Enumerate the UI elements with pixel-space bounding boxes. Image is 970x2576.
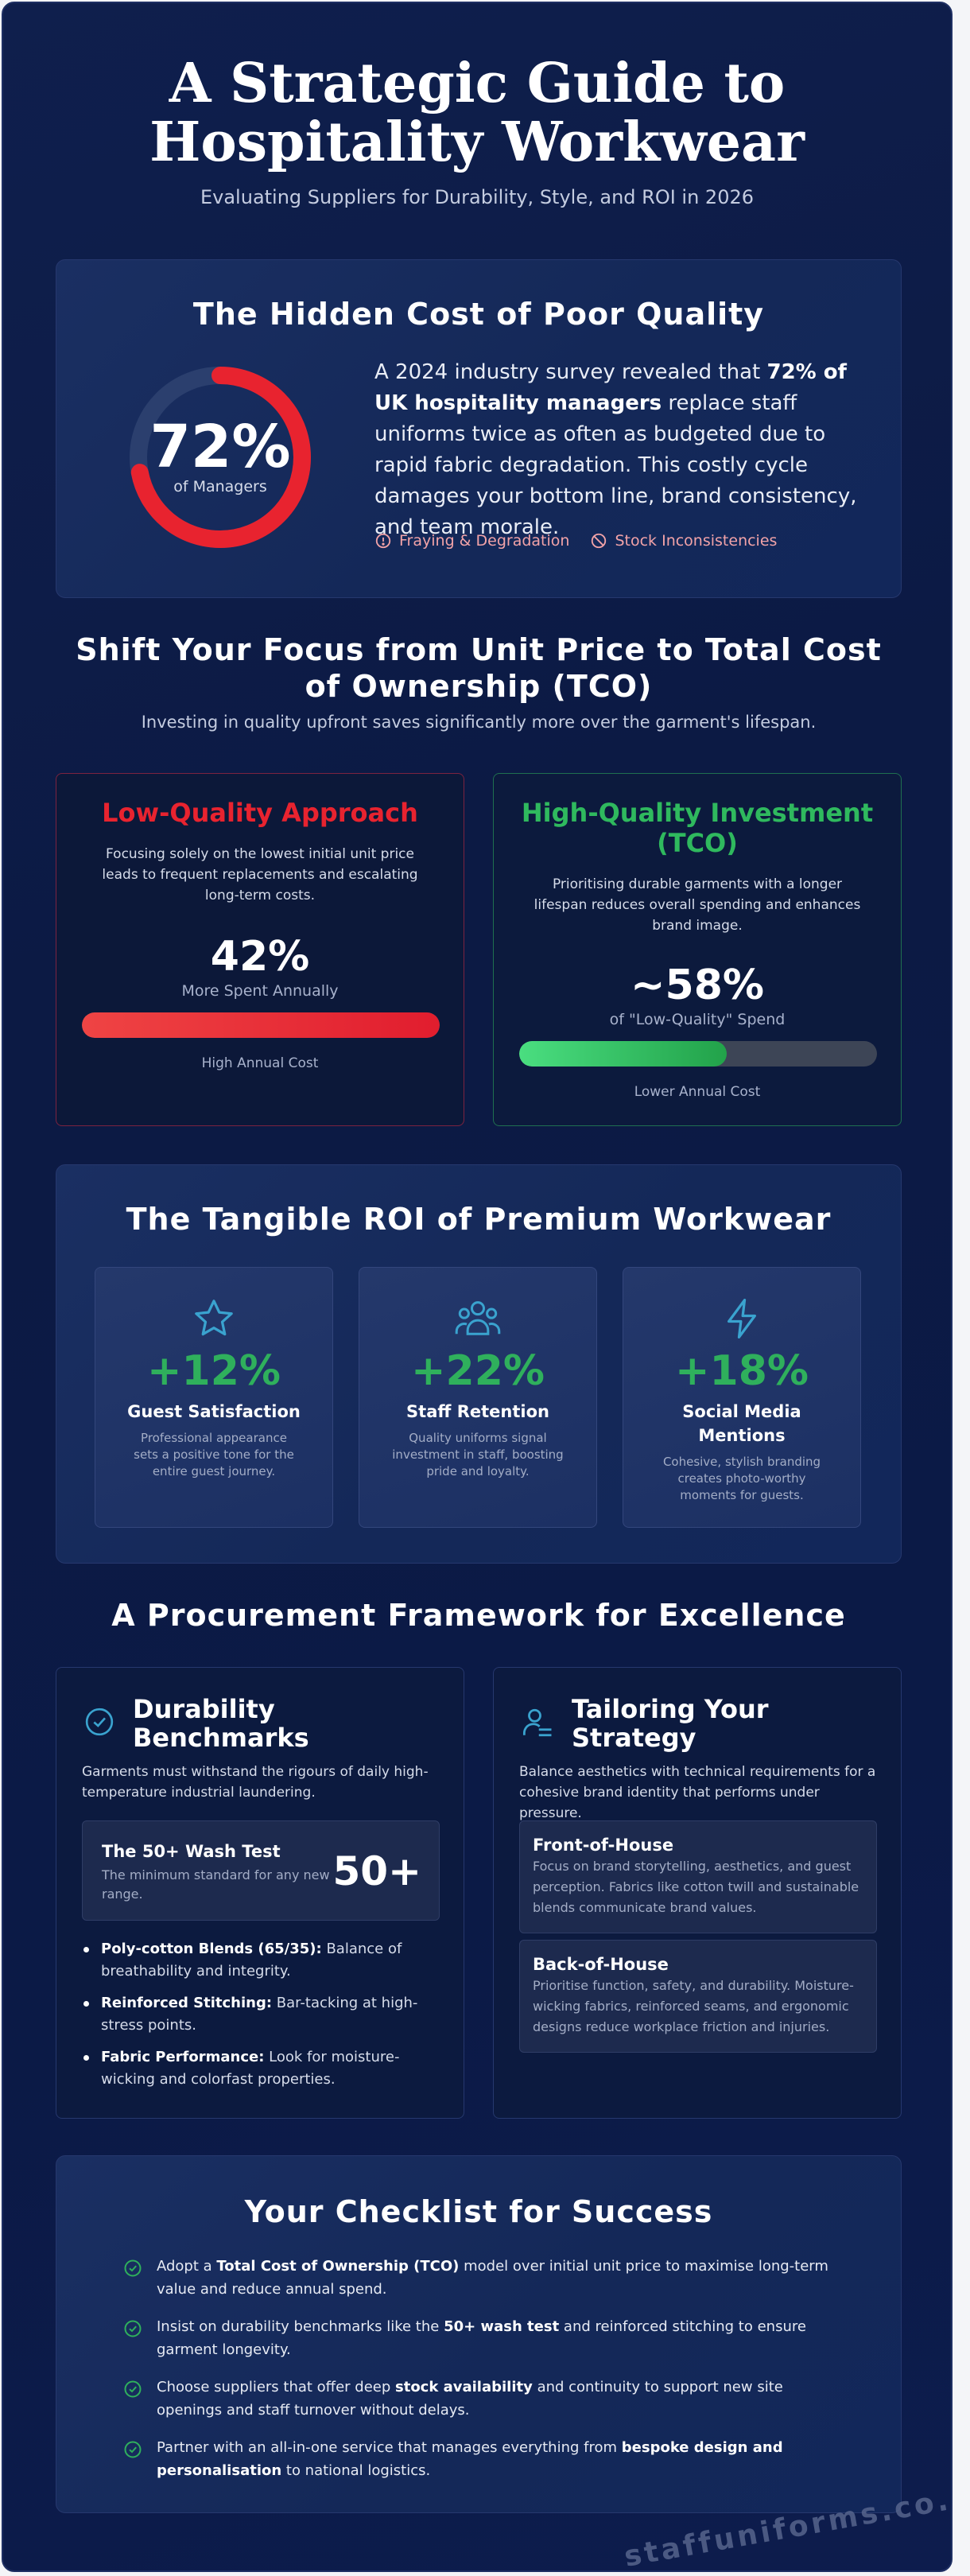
framework-title: A Procurement Framework for Excellence [111, 1598, 846, 1633]
donut-caption: of Managers [173, 478, 267, 495]
roi-desc: Quality uniforms signal investment in st… [392, 1431, 564, 1478]
users-icon [455, 1301, 501, 1335]
low-quality-caption: More Spent Annually [181, 982, 339, 1000]
tailoring-title: Tailoring Your Strategy [572, 1694, 769, 1753]
roi-card: The Tangible ROI of Premium Workwear +12… [56, 1164, 902, 1564]
checklist-card: Your Checklist for Success Adopt a Total… [56, 2155, 902, 2513]
front-of-house-box: Front-of-House Focus on brand storytelli… [519, 1820, 877, 1933]
header: A Strategic Guide to Hospitality Workwea… [3, 3, 951, 208]
durability-title: Durability Benchmarks [133, 1694, 309, 1753]
low-quality-value: 42% [210, 933, 310, 981]
roi-label: Staff Retention [406, 1402, 549, 1421]
wash-test-desc: The minimum standard for any new range. [102, 1867, 330, 1902]
wash-test-box: The 50+ Wash Test The minimum standard f… [82, 1820, 440, 1921]
lightning-icon [728, 1299, 756, 1339]
page-title: A Strategic Guide to Hospitality Workwea… [149, 52, 805, 174]
donut-value: 72% [149, 413, 291, 481]
checklist-title: Your Checklist for Success [244, 2194, 713, 2229]
low-quality-desc: Focusing solely on the lowest initial un… [102, 846, 418, 903]
tag-stock: Stock Inconsistencies [590, 532, 777, 550]
low-quality-bar-fill [82, 1012, 440, 1038]
user-check-icon [522, 1708, 552, 1737]
tag-fraying: Fraying & Degradation [374, 532, 569, 550]
checklist-item: Insist on durability benchmarks like the… [123, 2315, 839, 2361]
hidden-cost-card: The Hidden Cost of Poor Quality 72% of M… [56, 259, 902, 598]
back-of-house-box: Back-of-House Prioritise function, safet… [519, 1940, 877, 2053]
tco-title: Shift Your Focus from Unit Price to Tota… [76, 632, 882, 704]
checklist-item: Choose suppliers that offer deep stock a… [123, 2376, 839, 2422]
back-of-house-title: Back-of-House [533, 1955, 669, 1974]
low-quality-card: Low-Quality Approach Focusing solely on … [56, 773, 464, 1126]
durability-card: Durability Benchmarks Garments must with… [56, 1667, 464, 2119]
page-subtitle: Evaluating Suppliers for Durability, Sty… [200, 186, 754, 208]
front-of-house-desc: Focus on brand storytelling, aesthetics,… [533, 1859, 859, 1915]
wash-test-value: 50+ [332, 1848, 421, 1894]
check-circle-icon [85, 1708, 114, 1736]
high-quality-bar-caption: Lower Annual Cost [634, 1084, 761, 1100]
roi-value: +22% [410, 1347, 545, 1395]
durability-desc: Garments must withstand the rigours of d… [82, 1764, 429, 1801]
durability-list: Poly-cotton Blends (65/35): Balance of b… [82, 1938, 440, 2100]
check-circle-icon [124, 2441, 142, 2458]
list-item: Poly-cotton Blends (65/35): Balance of b… [82, 1938, 440, 1983]
high-quality-bar [519, 1041, 877, 1067]
donut-chart: 72% of Managers [125, 362, 316, 553]
hidden-cost-text: A 2024 industry survey revealed that 72%… [374, 360, 857, 539]
roi-title: The Tangible ROI of Premium Workwear [126, 1202, 832, 1237]
star-icon [195, 1300, 233, 1336]
roi-label: Guest Satisfaction [127, 1402, 301, 1421]
front-of-house-title: Front-of-House [533, 1836, 674, 1855]
roi-value: +12% [146, 1347, 281, 1395]
roi-item-staff-retention: +22% Staff Retention Quality uniforms si… [359, 1267, 597, 1528]
roi-value: +18% [674, 1347, 809, 1395]
roi-desc: Professional appearance sets a positive … [134, 1431, 294, 1478]
high-quality-card: High-Quality Investment (TCO) Prioritisi… [493, 773, 902, 1126]
hidden-cost-title: The Hidden Cost of Poor Quality [192, 297, 765, 332]
low-quality-bar [82, 1012, 440, 1038]
high-quality-title: High-Quality Investment (TCO) [521, 798, 874, 858]
back-of-house-desc: Prioritise function, safety, and durabil… [533, 1978, 854, 2034]
check-circle-icon [124, 2320, 142, 2337]
roi-desc: Cohesive, stylish branding creates photo… [662, 1455, 821, 1502]
low-quality-bar-caption: High Annual Cost [201, 1055, 319, 1071]
ban-icon [592, 533, 607, 549]
high-quality-bar-fill [519, 1041, 727, 1067]
wash-test-title: The 50+ Wash Test [102, 1842, 281, 1861]
roi-item-social-media: +18% Social Media Mentions Cohesive, sty… [623, 1267, 861, 1528]
check-circle-icon [124, 2259, 142, 2277]
donut-arc [130, 367, 311, 548]
roi-item-guest-satisfaction: +12% Guest Satisfaction Professional app… [95, 1267, 333, 1528]
high-quality-caption: of "Low-Quality" Spend [609, 1011, 786, 1028]
tco-subtitle: Investing in quality upfront saves signi… [141, 713, 817, 732]
high-quality-value: ~58% [630, 962, 765, 1009]
alert-circle-icon [375, 533, 391, 549]
infographic-page: A Strategic Guide to Hospitality Workwea… [2, 2, 953, 2572]
checklist-item: Adopt a Total Cost of Ownership (TCO) mo… [123, 2255, 839, 2301]
roi-label: Social Media Mentions [682, 1402, 801, 1445]
checklist-item: Partner with an all-in-one service that … [123, 2436, 839, 2482]
low-quality-title: Low-Quality Approach [102, 798, 418, 828]
list-item: Reinforced Stitching: Bar-tacking at hig… [82, 1992, 440, 2037]
check-circle-icon [124, 2380, 142, 2398]
tailoring-card: Tailoring Your Strategy Balance aestheti… [493, 1667, 902, 2119]
list-item: Fabric Performance: Look for moisture-wi… [82, 2046, 440, 2091]
tailoring-desc: Balance aesthetics with technical requir… [519, 1764, 876, 1821]
high-quality-desc: Prioritising durable garments with a lon… [534, 876, 861, 934]
hidden-cost-tags: Fraying & Degradation Stock Inconsistenc… [374, 532, 777, 550]
